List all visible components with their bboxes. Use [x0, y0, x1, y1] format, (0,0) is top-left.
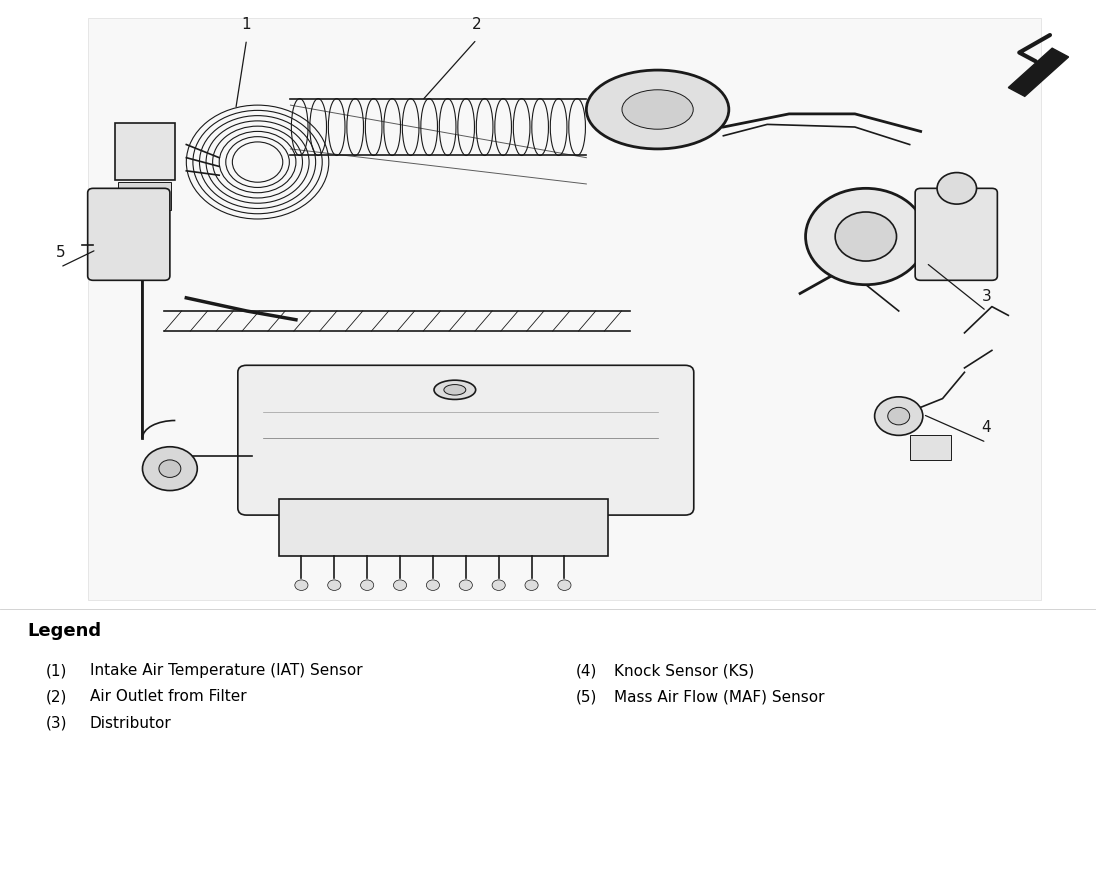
FancyBboxPatch shape — [88, 188, 170, 280]
Bar — [279, 499, 608, 556]
Text: Mass Air Flow (MAF) Sensor: Mass Air Flow (MAF) Sensor — [614, 689, 824, 704]
Text: 2: 2 — [472, 18, 481, 32]
Circle shape — [937, 173, 977, 204]
Text: Knock Sensor (KS): Knock Sensor (KS) — [614, 663, 754, 678]
Text: Air Outlet from Filter: Air Outlet from Filter — [90, 689, 247, 704]
Circle shape — [558, 580, 571, 590]
Circle shape — [142, 447, 197, 491]
Circle shape — [328, 580, 341, 590]
Text: Legend: Legend — [27, 622, 102, 640]
Circle shape — [492, 580, 505, 590]
Text: (1): (1) — [46, 663, 68, 678]
Circle shape — [426, 580, 439, 590]
Circle shape — [525, 580, 538, 590]
Text: 5: 5 — [56, 245, 65, 260]
Circle shape — [806, 188, 926, 285]
Text: (2): (2) — [46, 689, 68, 704]
Circle shape — [159, 460, 181, 477]
Bar — [118, 182, 171, 210]
Ellipse shape — [434, 380, 476, 399]
Text: (4): (4) — [575, 663, 597, 678]
Text: Distributor: Distributor — [90, 716, 172, 731]
Circle shape — [295, 580, 308, 590]
Circle shape — [361, 580, 374, 590]
FancyBboxPatch shape — [238, 365, 694, 515]
Text: 4: 4 — [982, 420, 991, 435]
FancyBboxPatch shape — [915, 188, 997, 280]
Circle shape — [888, 407, 910, 425]
Ellipse shape — [444, 385, 466, 395]
Text: Intake Air Temperature (IAT) Sensor: Intake Air Temperature (IAT) Sensor — [90, 663, 363, 678]
Bar — [88, 18, 1041, 600]
Circle shape — [875, 397, 923, 435]
Text: 1: 1 — [242, 18, 251, 32]
Ellipse shape — [623, 90, 694, 130]
Circle shape — [459, 580, 472, 590]
Text: (5): (5) — [575, 689, 597, 704]
Bar — [910, 435, 951, 460]
Polygon shape — [1008, 48, 1069, 96]
Ellipse shape — [586, 70, 729, 149]
Text: (3): (3) — [46, 716, 68, 731]
Circle shape — [835, 212, 897, 261]
Bar — [115, 123, 175, 180]
Circle shape — [393, 580, 407, 590]
Text: 3: 3 — [982, 289, 991, 304]
